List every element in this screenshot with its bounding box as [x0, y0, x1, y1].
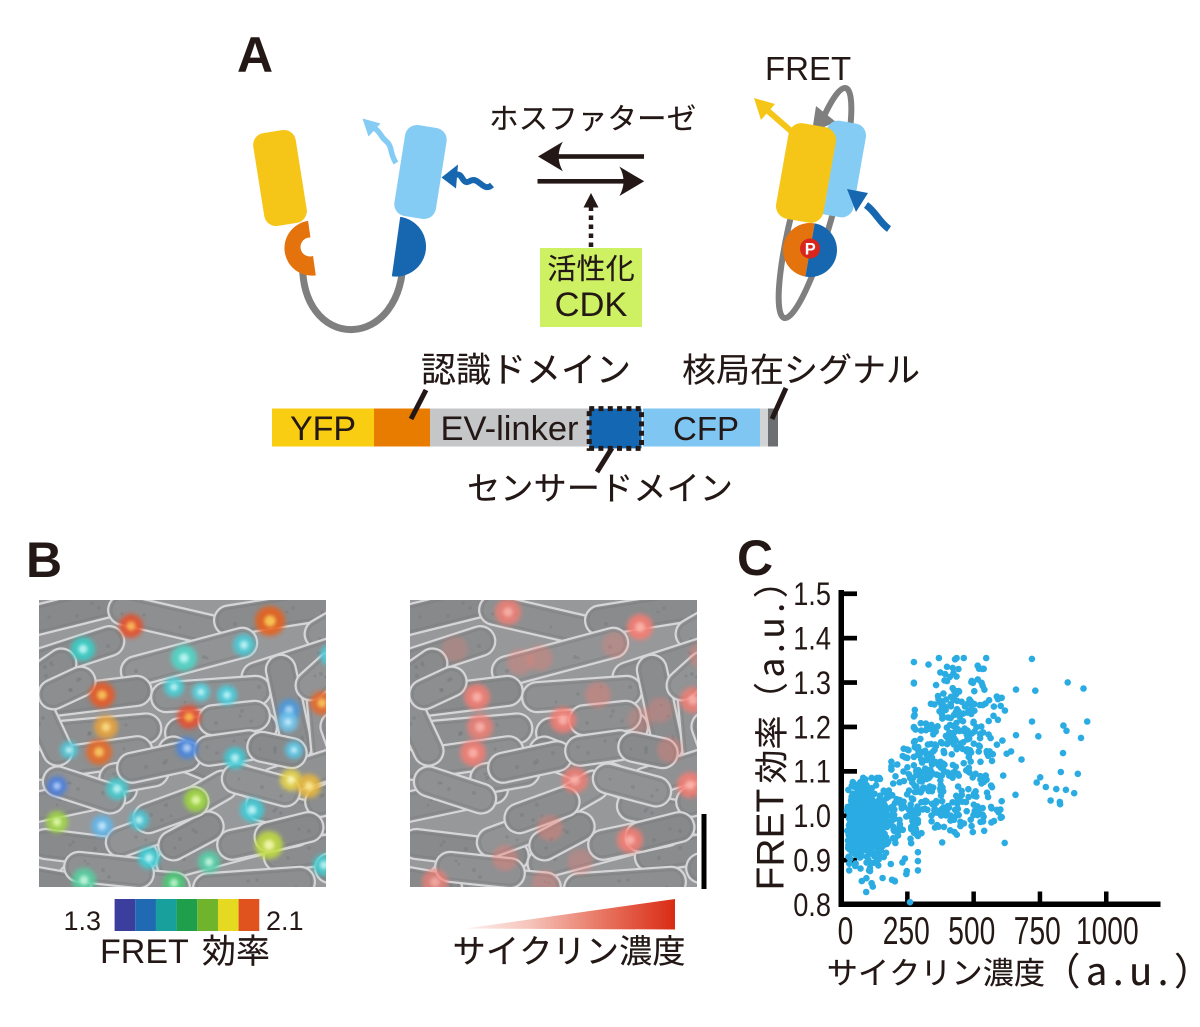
svg-text:A: A [237, 27, 273, 83]
svg-text:1.3: 1.3 [63, 906, 101, 936]
svg-text:750: 750 [1014, 910, 1061, 953]
svg-text:0.8: 0.8 [793, 888, 831, 924]
svg-text:YFP: YFP [290, 410, 356, 448]
svg-text:1000: 1000 [1076, 910, 1139, 953]
svg-text:EV-linker: EV-linker [440, 410, 578, 448]
svg-text:1.0: 1.0 [793, 799, 831, 835]
svg-text:1.4: 1.4 [793, 621, 831, 657]
svg-text:1.2: 1.2 [793, 710, 831, 746]
svg-text:2.1: 2.1 [266, 906, 304, 936]
svg-text:CFP: CFP [673, 410, 739, 447]
svg-text:500: 500 [948, 910, 995, 953]
svg-text:FRET: FRET [750, 789, 793, 891]
svg-text:0: 0 [838, 910, 854, 953]
svg-text:P: P [805, 240, 816, 258]
svg-text:250: 250 [883, 910, 930, 953]
svg-text:1.1: 1.1 [793, 755, 831, 791]
svg-text:0.9: 0.9 [793, 843, 831, 879]
svg-text:C: C [737, 530, 773, 586]
svg-text:1.3: 1.3 [793, 666, 831, 702]
svg-text:1.5: 1.5 [793, 577, 831, 613]
svg-text:B: B [26, 532, 62, 588]
svg-text:FRET: FRET [100, 933, 189, 971]
svg-text:FRET: FRET [765, 50, 851, 87]
svg-text:CDK: CDK [555, 286, 628, 324]
